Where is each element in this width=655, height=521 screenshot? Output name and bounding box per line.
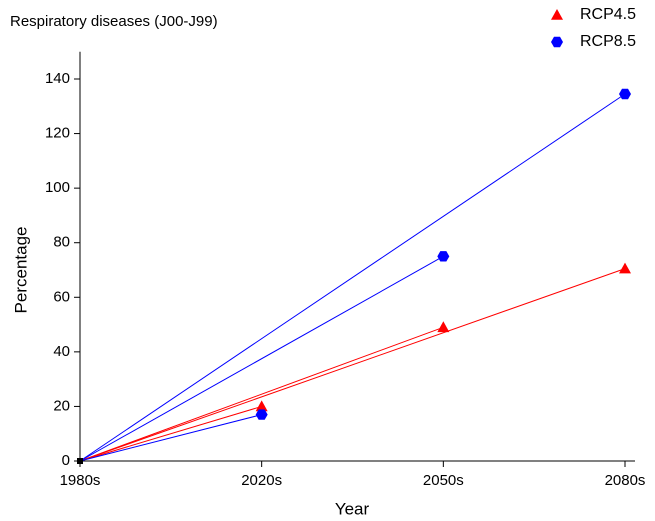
y-tick-label: 60 <box>53 288 70 305</box>
marker <box>437 321 450 333</box>
x-tick-label: 2080s <box>605 472 646 489</box>
y-tick-label: 120 <box>45 125 70 142</box>
x-axis-label: Year <box>335 499 370 518</box>
marker <box>255 409 268 420</box>
y-tick-label: 20 <box>53 397 70 414</box>
x-tick-label: 1980s <box>60 472 101 489</box>
x-tick-label: 2050s <box>423 472 464 489</box>
legend-label: RCP8.5 <box>580 33 636 50</box>
trend-line <box>79 405 262 462</box>
marker <box>619 262 631 274</box>
x-tick-label: 2020s <box>241 472 282 489</box>
y-tick-label: 40 <box>53 343 70 360</box>
marker <box>619 88 631 100</box>
y-axis-label: Percentage <box>11 227 30 314</box>
y-tick-label: 100 <box>45 179 70 196</box>
legend-label: RCP4.5 <box>580 6 636 23</box>
trend-line <box>79 414 262 462</box>
trend-line <box>79 268 626 462</box>
legend-marker <box>551 36 563 48</box>
y-tick-label: 0 <box>62 452 70 469</box>
marker <box>437 251 450 262</box>
y-tick-label: 140 <box>45 70 70 87</box>
legend-marker <box>551 9 563 20</box>
marker <box>255 400 268 412</box>
y-tick-label: 80 <box>53 234 70 251</box>
chart-title: Respiratory diseases (J00-J99) <box>10 13 218 30</box>
trend-line <box>79 93 626 462</box>
trend-line <box>79 255 444 462</box>
trend-line <box>79 326 444 462</box>
marker <box>77 458 83 464</box>
